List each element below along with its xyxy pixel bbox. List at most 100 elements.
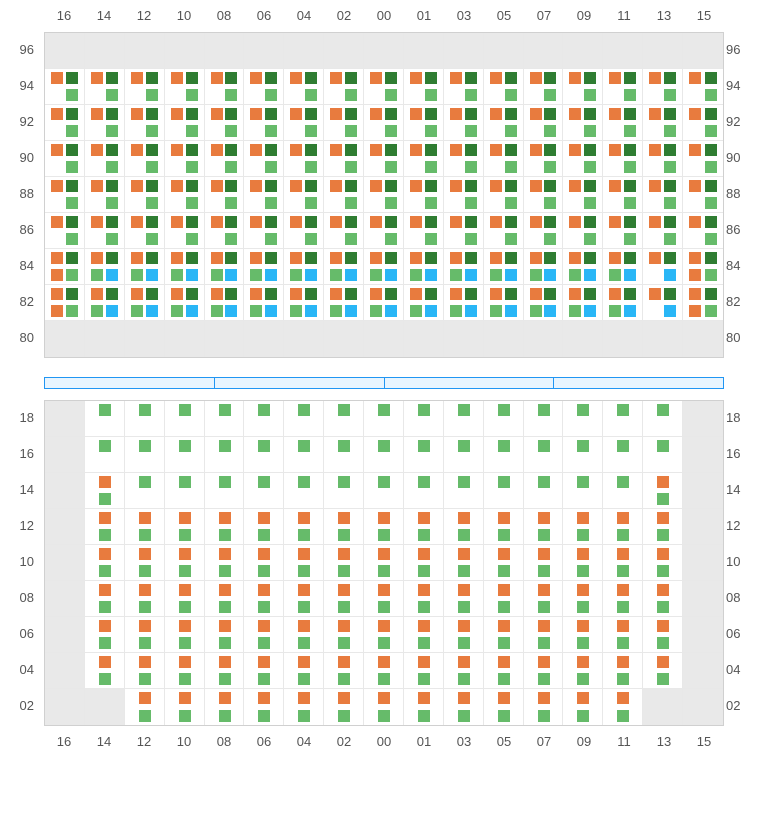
grid-cell[interactable] — [563, 69, 603, 105]
grid-cell[interactable] — [524, 545, 564, 581]
grid-cell[interactable] — [324, 177, 364, 213]
grid-cell[interactable] — [284, 177, 324, 213]
grid-cell[interactable] — [244, 617, 284, 653]
grid-cell[interactable] — [125, 689, 165, 725]
grid-cell[interactable] — [284, 285, 324, 321]
grid-cell[interactable] — [205, 545, 245, 581]
grid-cell[interactable] — [643, 177, 683, 213]
grid-cell[interactable] — [484, 69, 524, 105]
grid-cell[interactable] — [244, 545, 284, 581]
grid-cell[interactable] — [643, 581, 683, 617]
grid-cell[interactable] — [284, 401, 324, 437]
grid-cell[interactable] — [205, 141, 245, 177]
grid-cell[interactable] — [85, 617, 125, 653]
grid-cell[interactable] — [85, 213, 125, 249]
grid-cell[interactable] — [563, 653, 603, 689]
grid-cell[interactable] — [603, 473, 643, 509]
grid-cell[interactable] — [484, 177, 524, 213]
grid-cell[interactable] — [404, 177, 444, 213]
grid-cell[interactable] — [563, 581, 603, 617]
grid-cell[interactable] — [364, 473, 404, 509]
grid-cell[interactable] — [85, 105, 125, 141]
grid-cell[interactable] — [524, 285, 564, 321]
grid-cell[interactable] — [404, 285, 444, 321]
grid-cell[interactable] — [484, 141, 524, 177]
grid-cell[interactable] — [85, 285, 125, 321]
grid-cell[interactable] — [364, 141, 404, 177]
grid-cell[interactable] — [205, 105, 245, 141]
grid-cell[interactable] — [524, 509, 564, 545]
grid-cell[interactable] — [324, 689, 364, 725]
grid-cell[interactable] — [125, 509, 165, 545]
grid-cell[interactable] — [444, 213, 484, 249]
grid-cell[interactable] — [244, 285, 284, 321]
grid-cell[interactable] — [244, 401, 284, 437]
grid-cell[interactable] — [165, 617, 205, 653]
grid-cell[interactable] — [444, 653, 484, 689]
grid-cell[interactable] — [563, 401, 603, 437]
grid-cell[interactable] — [244, 177, 284, 213]
grid-cell[interactable] — [444, 437, 484, 473]
grid-cell[interactable] — [444, 177, 484, 213]
grid-cell[interactable] — [444, 545, 484, 581]
grid-cell[interactable] — [484, 437, 524, 473]
grid-cell[interactable] — [125, 249, 165, 285]
grid-cell[interactable] — [324, 69, 364, 105]
grid-cell[interactable] — [205, 473, 245, 509]
grid-cell[interactable] — [444, 473, 484, 509]
grid-cell[interactable] — [404, 581, 444, 617]
grid-cell[interactable] — [125, 653, 165, 689]
grid-cell[interactable] — [324, 617, 364, 653]
grid-cell[interactable] — [603, 581, 643, 617]
grid-cell[interactable] — [205, 285, 245, 321]
grid-cell[interactable] — [603, 141, 643, 177]
grid-cell[interactable] — [563, 437, 603, 473]
grid-cell[interactable] — [643, 213, 683, 249]
grid-cell[interactable] — [165, 473, 205, 509]
grid-cell[interactable] — [484, 509, 524, 545]
grid-cell[interactable] — [563, 213, 603, 249]
grid-cell[interactable] — [563, 141, 603, 177]
grid-cell[interactable] — [683, 249, 723, 285]
grid-cell[interactable] — [205, 689, 245, 725]
grid-cell[interactable] — [85, 69, 125, 105]
grid-cell[interactable] — [125, 473, 165, 509]
grid-cell[interactable] — [524, 437, 564, 473]
grid-cell[interactable] — [125, 545, 165, 581]
grid-cell[interactable] — [364, 69, 404, 105]
grid-cell[interactable] — [444, 689, 484, 725]
grid-cell[interactable] — [524, 401, 564, 437]
grid-cell[interactable] — [205, 617, 245, 653]
grid-cell[interactable] — [85, 653, 125, 689]
grid-cell[interactable] — [643, 401, 683, 437]
grid-cell[interactable] — [205, 401, 245, 437]
grid-cell[interactable] — [45, 69, 85, 105]
grid-cell[interactable] — [324, 249, 364, 285]
grid-cell[interactable] — [643, 653, 683, 689]
grid-cell[interactable] — [244, 689, 284, 725]
grid-cell[interactable] — [484, 617, 524, 653]
grid-cell[interactable] — [284, 689, 324, 725]
grid-cell[interactable] — [284, 473, 324, 509]
grid-cell[interactable] — [364, 105, 404, 141]
grid-cell[interactable] — [244, 69, 284, 105]
grid-cell[interactable] — [85, 177, 125, 213]
grid-cell[interactable] — [125, 581, 165, 617]
grid-cell[interactable] — [563, 689, 603, 725]
grid-cell[interactable] — [603, 437, 643, 473]
grid-cell[interactable] — [85, 249, 125, 285]
grid-cell[interactable] — [603, 285, 643, 321]
grid-cell[interactable] — [364, 509, 404, 545]
grid-cell[interactable] — [643, 617, 683, 653]
grid-cell[interactable] — [404, 249, 444, 285]
grid-cell[interactable] — [165, 653, 205, 689]
grid-cell[interactable] — [563, 177, 603, 213]
grid-cell[interactable] — [364, 689, 404, 725]
grid-cell[interactable] — [484, 689, 524, 725]
grid-cell[interactable] — [444, 509, 484, 545]
grid-cell[interactable] — [444, 401, 484, 437]
grid-cell[interactable] — [484, 401, 524, 437]
grid-cell[interactable] — [324, 105, 364, 141]
grid-cell[interactable] — [643, 437, 683, 473]
grid-cell[interactable] — [205, 69, 245, 105]
